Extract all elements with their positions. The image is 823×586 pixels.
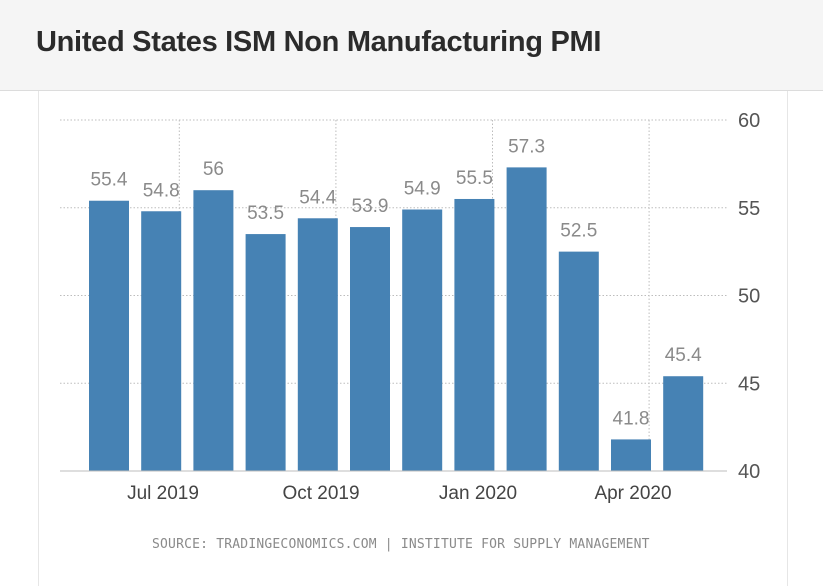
bar — [245, 234, 286, 471]
bar-value-label: 54.8 — [143, 180, 180, 201]
bar-value-label: 56 — [203, 159, 224, 180]
x-tick-label: Oct 2019 — [282, 483, 359, 504]
page-title: United States ISM Non Manufacturing PMI — [36, 26, 602, 58]
x-tick-label: Apr 2020 — [594, 483, 671, 504]
header-bar: United States ISM Non Manufacturing PMI — [0, 0, 823, 91]
y-tick-label: 45 — [738, 373, 760, 395]
bar-value-label: 45.4 — [665, 345, 702, 366]
bar-value-label: 53.5 — [247, 203, 284, 224]
bar — [558, 251, 599, 471]
bar — [402, 209, 443, 471]
bar-value-label: 53.9 — [352, 196, 389, 217]
bar — [89, 200, 129, 472]
bar — [611, 439, 651, 471]
y-tick-label: 60 — [738, 110, 760, 132]
y-tick-label: 55 — [738, 198, 760, 220]
bar — [193, 190, 234, 471]
bar — [141, 211, 182, 471]
bar-value-label: 54.4 — [299, 187, 336, 208]
bar — [350, 227, 390, 471]
bar-value-label: 55.4 — [91, 170, 128, 191]
x-tick-label: Jan 2020 — [439, 483, 517, 504]
bar — [454, 198, 495, 471]
bar — [506, 167, 547, 471]
bar-value-label: 54.9 — [404, 179, 441, 200]
source-caption: SOURCE: TRADINGECONOMICS.COM | INSTITUTE… — [152, 537, 650, 552]
bar-value-label: 41.8 — [613, 408, 650, 429]
bar-value-label: 52.5 — [560, 221, 597, 242]
bar-value-label: 55.5 — [456, 168, 493, 189]
bar — [663, 376, 704, 471]
bar-value-label: 57.3 — [508, 136, 545, 157]
bar — [297, 218, 338, 471]
y-tick-label: 50 — [738, 286, 760, 308]
x-tick-label: Jul 2019 — [127, 483, 199, 504]
y-tick-label: 40 — [738, 461, 760, 483]
